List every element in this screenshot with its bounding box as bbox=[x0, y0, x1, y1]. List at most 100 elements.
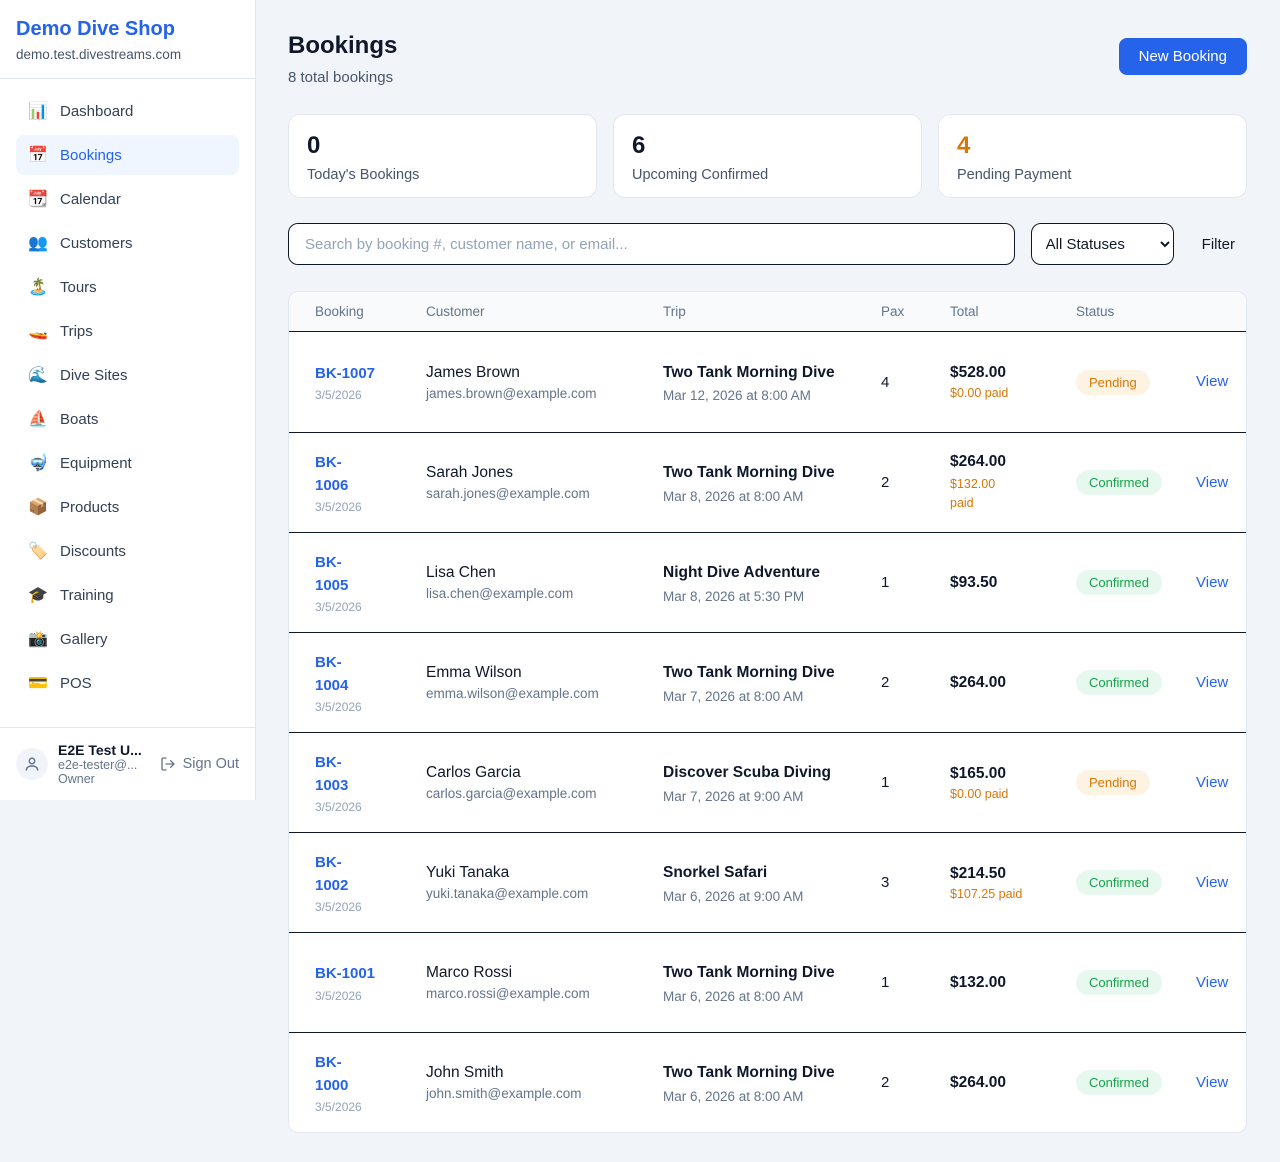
sidebar-item-products[interactable]: 📦 Products bbox=[16, 487, 239, 527]
stat-label: Upcoming Confirmed bbox=[632, 167, 769, 183]
view-link[interactable]: View bbox=[1196, 673, 1229, 691]
status-badge: Pending bbox=[1076, 369, 1150, 395]
total-cell: $93.50 bbox=[950, 574, 1076, 592]
sidebar-item-label: Bookings bbox=[60, 146, 122, 164]
status-cell: Pending bbox=[1076, 369, 1196, 395]
pax-count: 1 bbox=[881, 574, 890, 591]
customer-cell: Carlos Garcia carlos.garcia@example.com bbox=[426, 764, 663, 801]
paid-amount: $107.25 paid bbox=[950, 886, 1023, 901]
status-badge: Confirmed bbox=[1076, 870, 1162, 895]
stats-cards: 0 Today's Bookings 6 Upcoming Confirmed 4 Pen… bbox=[288, 114, 1247, 198]
booking-link[interactable]: BK-1005 bbox=[315, 553, 349, 594]
view-link[interactable]: View bbox=[1196, 473, 1229, 491]
booking-link[interactable]: BK-1006 bbox=[315, 453, 349, 494]
customer-email: yuki.tanaka@example.com bbox=[426, 886, 589, 901]
sidebar-item-tours[interactable]: 🏝️ Tours bbox=[16, 267, 239, 307]
customer-name: Lisa Chen bbox=[426, 564, 496, 581]
customer-cell: James Brown james.brown@example.com bbox=[426, 364, 663, 401]
stat-label: Today's Bookings bbox=[307, 167, 420, 183]
new-booking-button[interactable]: New Booking bbox=[1118, 38, 1247, 75]
sidebar-item-boats[interactable]: ⛵ Boats bbox=[16, 399, 239, 439]
booking-link[interactable]: BK-1002 bbox=[315, 853, 349, 894]
tear-off-calendar-icon: 📆 bbox=[28, 191, 48, 208]
trip-name: Two Tank Morning Dive bbox=[663, 964, 835, 982]
status-badge: Confirmed bbox=[1076, 1070, 1162, 1095]
sidebar-item-label: Dive Sites bbox=[60, 366, 128, 384]
trip-name: Snorkel Safari bbox=[663, 864, 768, 882]
sidebar-item-customers[interactable]: 👥 Customers bbox=[16, 223, 239, 263]
sidebar-item-bookings[interactable]: 📅 Bookings bbox=[16, 135, 239, 175]
view-link[interactable]: View bbox=[1196, 873, 1229, 891]
customer-cell: Yuki Tanaka yuki.tanaka@example.com bbox=[426, 864, 663, 901]
view-link[interactable]: View bbox=[1196, 373, 1229, 390]
sidebar-item-gallery[interactable]: 📸 Gallery bbox=[16, 619, 239, 659]
total-amount: $264.00 bbox=[950, 1073, 1007, 1091]
booking-link[interactable]: BK-1003 bbox=[315, 753, 349, 794]
sidebar-item-discounts[interactable]: 🏷️ Discounts bbox=[16, 531, 239, 571]
booking-cell: BK-1006 3/5/2026 bbox=[315, 451, 426, 515]
sidebar-item-trips[interactable]: 🚤 Trips bbox=[16, 311, 239, 351]
booking-cell: BK-1001 3/5/2026 bbox=[315, 962, 426, 1002]
table-row: BK-1002 3/5/2026 Yuki Tanaka yuki.tanaka… bbox=[289, 832, 1246, 932]
sidebar-item-dive-sites[interactable]: 🌊 Dive Sites bbox=[16, 355, 239, 395]
table-row: BK-1000 3/5/2026 John Smith john.smith@e… bbox=[289, 1032, 1246, 1132]
view-link[interactable]: View bbox=[1196, 1073, 1229, 1091]
credit-card-icon: 💳 bbox=[28, 675, 48, 692]
sidebar-item-pos[interactable]: 💳 POS bbox=[16, 663, 239, 703]
package-icon: 📦 bbox=[28, 499, 48, 516]
island-icon: 🏝️ bbox=[28, 279, 48, 296]
view-link[interactable]: View bbox=[1196, 773, 1229, 791]
sidebar-item-training[interactable]: 🎓 Training bbox=[16, 575, 239, 615]
sidebar-item-calendar[interactable]: 📆 Calendar bbox=[16, 179, 239, 219]
sidebar-item-label: Training bbox=[60, 586, 114, 604]
total-amount: $264.00 bbox=[950, 673, 1007, 691]
booking-link[interactable]: BK-1004 bbox=[315, 653, 349, 694]
sidebar-header: Demo Dive Shop demo.test.divestreams.com bbox=[0, 0, 255, 79]
view-link[interactable]: View bbox=[1196, 573, 1229, 591]
trip-datetime: Mar 6, 2026 at 8:00 AM bbox=[663, 988, 804, 1004]
sidebar-item-equipment[interactable]: 🤿 Equipment bbox=[16, 443, 239, 483]
column-header-booking: Booking bbox=[315, 304, 364, 319]
filter-button[interactable]: Filter bbox=[1190, 236, 1247, 253]
trip-name: Two Tank Morning Dive bbox=[663, 464, 835, 482]
booking-link[interactable]: BK-1007 bbox=[315, 364, 376, 382]
total-cell: $165.00 $0.00 paid bbox=[950, 765, 1076, 801]
diving-mask-icon: 🤿 bbox=[28, 455, 48, 472]
status-cell: Pending bbox=[1076, 770, 1196, 795]
sidebar-item-label: Calendar bbox=[60, 190, 121, 208]
sidebar-item-label: POS bbox=[60, 674, 92, 692]
trip-cell: Night Dive Adventure Mar 8, 2026 at 5:30… bbox=[663, 561, 881, 603]
customer-email: john.smith@example.com bbox=[426, 1086, 582, 1101]
total-cell: $264.00 $132.00 paid bbox=[950, 453, 1076, 511]
status-badge: Confirmed bbox=[1076, 670, 1162, 695]
customer-email: emma.wilson@example.com bbox=[426, 686, 599, 701]
trip-name: Two Tank Morning Dive bbox=[663, 664, 835, 682]
sidebar-item-label: Dashboard bbox=[60, 102, 134, 120]
calendar-icon: 📅 bbox=[28, 147, 48, 164]
view-link[interactable]: View bbox=[1196, 973, 1229, 991]
booking-link[interactable]: BK-1001 bbox=[315, 965, 376, 983]
booking-link[interactable]: BK-1000 bbox=[315, 1053, 349, 1094]
sidebar-nav: 📊 Dashboard 📅 Bookings 📆 Calendar 👥 Customers 🏝️… bbox=[0, 79, 255, 727]
user-name: E2E Test U... bbox=[58, 742, 142, 758]
booking-date: 3/5/2026 bbox=[315, 700, 362, 715]
customer-cell: Marco Rossi marco.rossi@example.com bbox=[426, 964, 663, 1001]
status-cell: Confirmed bbox=[1076, 1070, 1196, 1095]
customer-name: Marco Rossi bbox=[426, 964, 513, 981]
view-cell: View bbox=[1196, 974, 1246, 992]
view-cell: View bbox=[1196, 1074, 1246, 1092]
pax-count: 3 bbox=[881, 874, 890, 891]
search-input[interactable] bbox=[288, 223, 1015, 265]
status-select[interactable]: All Statuses bbox=[1030, 223, 1174, 265]
sidebar-item-dashboard[interactable]: 📊 Dashboard bbox=[16, 91, 239, 131]
bar-chart-icon: 📊 bbox=[28, 103, 48, 120]
page-header: Bookings 8 total bookings New Booking bbox=[288, 32, 1247, 86]
sign-out-button[interactable]: Sign Out bbox=[160, 756, 239, 772]
trip-cell: Two Tank Morning Dive Mar 7, 2026 at 8:0… bbox=[663, 661, 881, 703]
trip-name: Night Dive Adventure bbox=[663, 564, 821, 582]
sailboat-icon: ⛵ bbox=[28, 411, 48, 428]
customer-cell: John Smith john.smith@example.com bbox=[426, 1064, 663, 1101]
total-amount: $132.00 bbox=[950, 973, 1007, 991]
status-badge: Pending bbox=[1076, 770, 1150, 795]
pax-count: 1 bbox=[881, 774, 890, 791]
